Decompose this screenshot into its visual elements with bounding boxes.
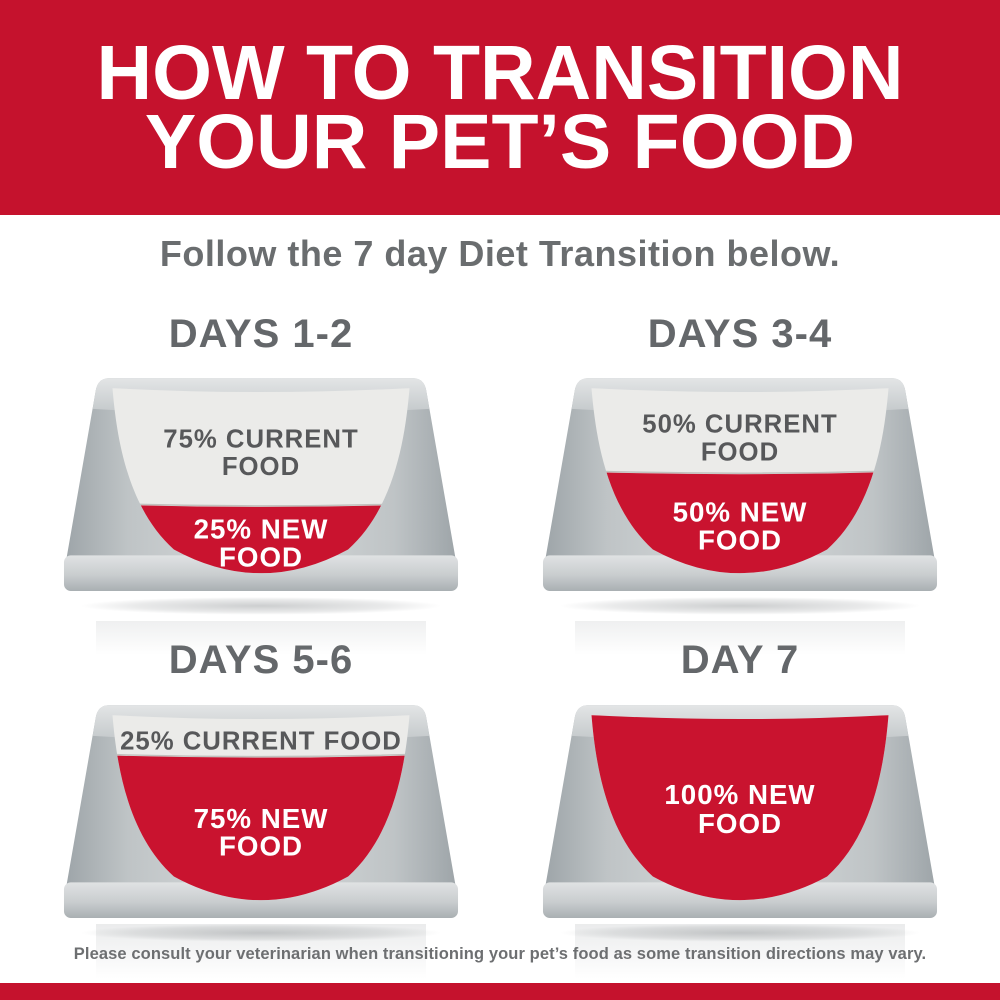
bowl-shadow	[559, 923, 921, 942]
bowl-base	[542, 882, 938, 919]
bowl-reflection	[575, 621, 905, 655]
current-food-label-line1: 75% CURRENT	[163, 425, 358, 453]
new-food-label-line1: 25% NEW	[194, 514, 329, 545]
bottom-red-bar	[0, 983, 1000, 1000]
new-food-label-line1: 100% NEW	[664, 779, 815, 810]
bowl-base	[63, 555, 459, 592]
page-title-line1: HOW TO TRANSITION	[96, 29, 904, 116]
bowl-shadow	[559, 596, 921, 615]
disclaimer-text: Please consult your veterinarian when tr…	[73, 945, 927, 963]
bowl-base	[542, 555, 938, 592]
new-food-area	[591, 470, 889, 574]
new-food-label-line2: FOOD	[698, 808, 782, 839]
bowl-graphic-days-5-6: 25% CURRENT FOOD 75% NEW FOOD	[63, 705, 459, 942]
current-food-label: 25% CURRENT FOOD	[120, 728, 402, 756]
bowl-graphic-days-1-2: 75% CURRENT FOOD 25% NEW FOOD	[63, 378, 459, 615]
bowl-reflection	[96, 621, 426, 655]
heading-days-3-4: DAYS 3-4	[647, 312, 833, 356]
header-banner: HOW TO TRANSITION YOUR PET’S FOOD	[0, 0, 1000, 215]
bowl-graphic-day-7: 100% NEW FOOD	[542, 705, 938, 942]
page-title-line2: YOUR PET’S FOOD	[144, 98, 856, 185]
bowl-shadow	[80, 596, 442, 615]
bowl-graphic-days-3-4: 50% CURRENT FOOD 50% NEW FOOD	[542, 378, 938, 615]
current-food-label-line2: FOOD	[701, 438, 779, 466]
heading-days-1-2: DAYS 1-2	[168, 312, 354, 356]
current-food-label-line1: 50% CURRENT	[642, 411, 837, 439]
heading-day-7: DAY 7	[680, 638, 800, 682]
bowl-contents	[591, 388, 889, 574]
current-food-label-line2: FOOD	[222, 453, 300, 481]
bowl-shadow	[80, 923, 442, 942]
bowl-base	[63, 882, 459, 919]
new-food-label-line2: FOOD	[219, 831, 303, 862]
new-food-area	[112, 502, 410, 574]
subtitle: Follow the 7 day Diet Transition below.	[159, 233, 841, 274]
new-food-label-line2: FOOD	[219, 541, 303, 572]
new-food-label-line1: 50% NEW	[673, 497, 808, 528]
new-food-label-line1: 75% NEW	[194, 803, 329, 834]
new-food-label-line2: FOOD	[698, 524, 782, 555]
heading-days-5-6: DAYS 5-6	[168, 638, 354, 682]
